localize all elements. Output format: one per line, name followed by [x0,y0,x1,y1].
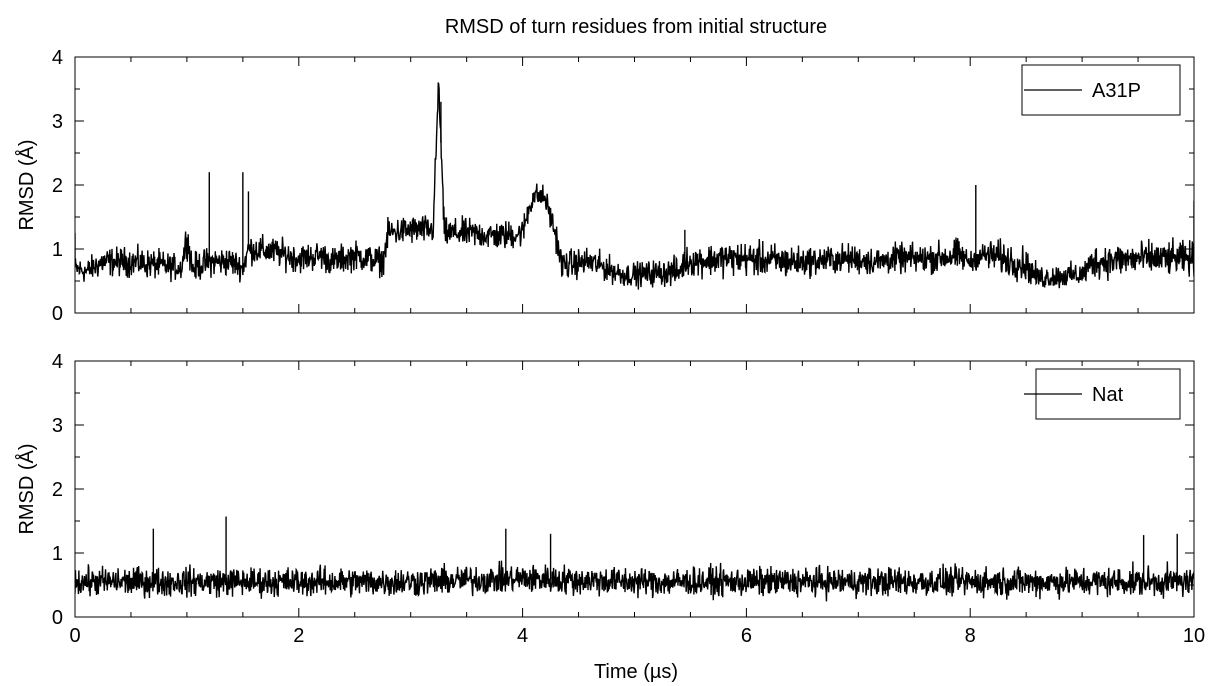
y-tick-label: 0 [52,303,63,325]
y-tick-label: 1 [52,543,63,565]
legend-label: Nat [1092,384,1124,406]
y-tick-label: 3 [52,111,63,133]
y-tick-label: 4 [52,47,63,69]
x-tick-label: 4 [517,625,528,647]
y-tick-label: 1 [52,239,63,261]
y-tick-label: 2 [52,175,63,197]
x-axis-label: Time (µs) [594,661,678,683]
y-axis-label: RMSD (Å) [15,139,38,230]
y-tick-label: 4 [52,351,63,373]
chart-title: RMSD of turn residues from initial struc… [445,16,827,38]
x-tick-label: 10 [1183,625,1205,647]
legend-label: A31P [1092,80,1141,102]
y-tick-label: 3 [52,415,63,437]
x-tick-label: 2 [293,625,304,647]
y-axis-label: RMSD (Å) [15,443,38,534]
panel-bottom-nat: 0 1 2 3 4 0 2 4 6 8 10 RMSD (Å) Nat [15,351,1205,647]
y-tick-label: 0 [52,607,63,629]
series-line-a31p [75,82,1194,290]
series-line-nat [75,560,1194,602]
y-tick-label: 2 [52,479,63,501]
x-tick-label: 6 [741,625,752,647]
x-tick-label: 0 [69,625,80,647]
panel-top-a31p: 0 1 2 3 4 RMSD (Å) A31P [15,47,1195,325]
x-tick-label: 8 [965,625,976,647]
